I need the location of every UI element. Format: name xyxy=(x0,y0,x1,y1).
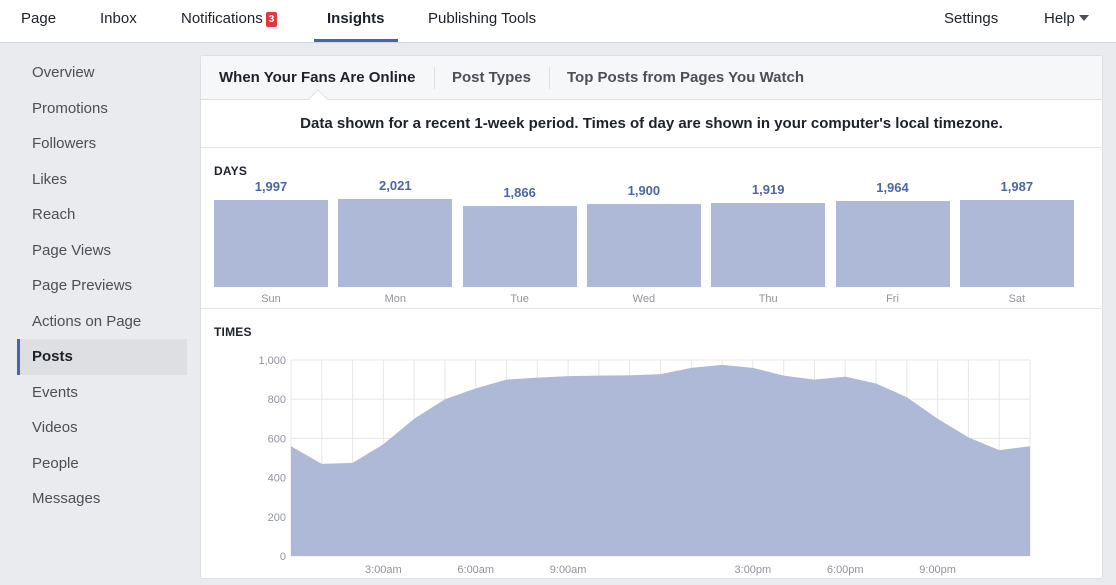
sidebar-item-posts[interactable]: Posts xyxy=(17,339,187,375)
x-tick-label: 3:00pm xyxy=(735,564,772,576)
day-bar xyxy=(711,203,826,287)
y-tick-label: 1,000 xyxy=(258,355,286,367)
day-value-label: 1,919 xyxy=(751,182,785,198)
y-tick-label: 400 xyxy=(268,473,286,485)
day-tick-label: Tue xyxy=(510,293,529,305)
top-nav: Page Inbox Notifications 3 Insights Publi… xyxy=(0,0,1116,43)
day-bar xyxy=(959,200,1074,287)
day-tick-label: Wed xyxy=(632,293,656,305)
day-tick-label: Mon xyxy=(384,293,406,305)
nav-settings[interactable]: Settings xyxy=(944,10,999,27)
insights-card: When Your Fans Are Online Post Types Top… xyxy=(200,55,1103,579)
chevron-down-icon xyxy=(1078,15,1089,21)
day-bar xyxy=(586,204,701,287)
times-area-chart: 0 200 400 600 800 1,000 3:00am 6:00am 9:00am 3:00… xyxy=(258,355,1031,576)
sidebar-item-people[interactable]: People xyxy=(32,454,79,472)
x-tick-label: 6:00am xyxy=(457,564,494,576)
x-tick-label: 9:00am xyxy=(550,564,587,576)
y-tick-label: 600 xyxy=(268,433,286,445)
x-tick-label: 9:00pm xyxy=(919,564,956,576)
day-bar xyxy=(462,205,577,287)
days-label: DAYS xyxy=(214,164,248,178)
day-value-label: 1,900 xyxy=(627,183,661,199)
day-value-label: 2,021 xyxy=(379,178,412,193)
insights-tabs: When Your Fans Are Online Post Types Top… xyxy=(201,56,1102,109)
nav-page[interactable]: Page xyxy=(21,10,57,27)
y-tick-label: 200 xyxy=(268,512,286,524)
tab-divider xyxy=(549,67,550,89)
nav-notifications-label: Notifications xyxy=(181,10,263,27)
day-bar xyxy=(835,201,950,287)
nav-insights[interactable]: Insights xyxy=(327,10,385,27)
nav-publishing-tools[interactable]: Publishing Tools xyxy=(428,10,537,27)
nav-help-label: Help xyxy=(1044,10,1075,27)
sidebar-item-reach[interactable]: Reach xyxy=(32,206,76,223)
tab-when-fans-online[interactable]: When Your Fans Are Online xyxy=(219,69,416,86)
tab-top-posts[interactable]: Top Posts from Pages You Watch xyxy=(567,69,804,86)
sidebar-item-events[interactable]: Events xyxy=(32,383,78,401)
sidebar-item-actions-on-page[interactable]: Actions on Page xyxy=(32,312,142,330)
notifications-badge: 3 xyxy=(265,12,278,27)
day-value-label: 1,997 xyxy=(254,179,288,195)
y-tick-label: 800 xyxy=(268,394,286,406)
day-bar xyxy=(214,200,328,287)
times-label: TIMES xyxy=(214,325,252,339)
nav-help[interactable]: Help xyxy=(1044,0,1089,42)
sidebar-item-likes[interactable]: Likes xyxy=(32,170,68,188)
sidebar-item-videos[interactable]: Videos xyxy=(32,419,78,436)
x-tick-label: 3:00am xyxy=(365,564,402,576)
sidebar-item-followers[interactable]: Followers xyxy=(32,135,97,152)
active-tab-underline xyxy=(314,39,398,42)
sidebar-item-messages[interactable]: Messages xyxy=(32,490,101,507)
y-tick-label: 0 xyxy=(280,551,286,563)
sidebar-item-promotions[interactable]: Promotions xyxy=(32,99,108,117)
times-chart: TIMES 0 200 400 600 800 1,000 3:00am 6:00am 9:00… xyxy=(201,310,1102,580)
sidebar-item-overview[interactable]: Overview xyxy=(32,64,95,81)
sidebar-item-page-views[interactable]: Page Views xyxy=(32,241,111,259)
sidebar: Overview Promotions Followers Likes Reac… xyxy=(17,55,187,517)
day-tick-label: Sat xyxy=(1008,293,1026,305)
day-tick-label: Fri xyxy=(886,293,899,305)
nav-inbox[interactable]: Inbox xyxy=(100,10,137,27)
sidebar-item-page-previews[interactable]: Page Previews xyxy=(32,277,133,294)
nav-notifications[interactable]: Notifications 3 xyxy=(181,0,278,42)
day-tick-label: Thu xyxy=(758,293,778,305)
day-tick-label: Sun xyxy=(261,293,281,305)
day-bar xyxy=(338,199,453,287)
day-value-label: 1,987 xyxy=(1000,179,1034,195)
days-chart: DAYS 1,997 Sun 2,021 Mon 1,866 Tue 1,900 Wed 1,9… xyxy=(201,149,1102,309)
tab-post-types[interactable]: Post Types xyxy=(452,69,531,86)
day-value-label: 1,964 xyxy=(876,180,909,196)
x-tick-label: 6:00pm xyxy=(827,564,864,576)
timezone-notice: Data shown for a recent 1-week period. T… xyxy=(201,100,1102,148)
times-area xyxy=(291,364,1030,556)
tab-divider xyxy=(434,67,435,89)
day-value-label: 1,866 xyxy=(503,184,536,200)
